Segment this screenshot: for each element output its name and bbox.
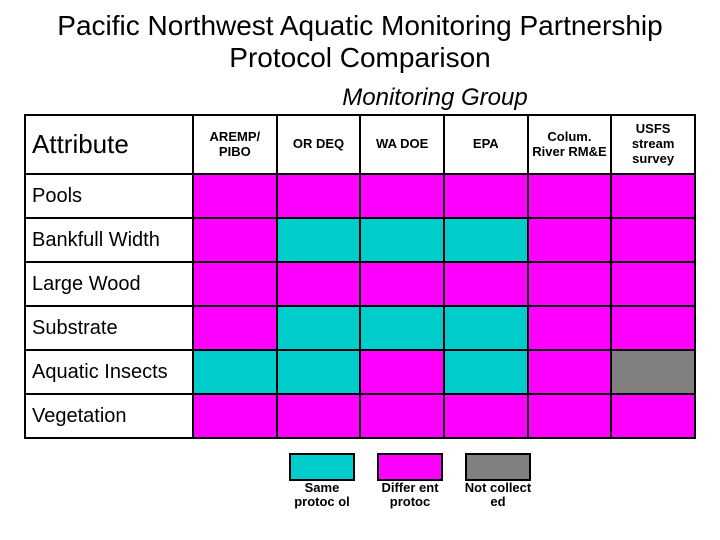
status-cell <box>528 262 612 306</box>
legend: Same protoc ol Differ ent protoc Not col… <box>100 453 720 510</box>
status-cell <box>277 174 361 218</box>
group-header: EPA <box>444 115 528 174</box>
status-cell <box>444 174 528 218</box>
status-cell <box>277 218 361 262</box>
status-cell <box>193 306 277 350</box>
status-cell <box>193 394 277 438</box>
table-body: Pools Bankfull Width Large Wood <box>25 174 695 438</box>
table-row: Bankfull Width <box>25 218 695 262</box>
status-cell <box>277 350 361 394</box>
status-cell <box>611 306 695 350</box>
status-cell <box>360 262 444 306</box>
legend-swatch <box>289 453 355 481</box>
attribute-label: Large Wood <box>25 262 193 306</box>
table-row: Aquatic Insects <box>25 350 695 394</box>
attribute-label: Pools <box>25 174 193 218</box>
status-cell <box>277 262 361 306</box>
legend-item-not-collected: Not collect ed <box>463 453 533 510</box>
status-cell <box>277 394 361 438</box>
attribute-header: Attribute <box>25 115 193 174</box>
status-cell <box>193 350 277 394</box>
table-row: Large Wood <box>25 262 695 306</box>
status-cell <box>611 174 695 218</box>
legend-item-different: Differ ent protoc <box>375 453 445 510</box>
table-header-row: Attribute AREMP/ PIBO OR DEQ WA DOE EPA … <box>25 115 695 174</box>
attribute-label: Aquatic Insects <box>25 350 193 394</box>
status-cell <box>528 218 612 262</box>
status-cell <box>611 394 695 438</box>
status-cell <box>360 174 444 218</box>
status-cell <box>528 394 612 438</box>
status-cell <box>360 394 444 438</box>
table-row: Pools <box>25 174 695 218</box>
status-cell <box>360 218 444 262</box>
status-cell <box>444 218 528 262</box>
comparison-table-wrap: Attribute AREMP/ PIBO OR DEQ WA DOE EPA … <box>0 114 720 439</box>
status-cell <box>611 262 695 306</box>
attribute-label: Vegetation <box>25 394 193 438</box>
group-header: OR DEQ <box>277 115 361 174</box>
group-heading: Monitoring Group <box>150 84 720 112</box>
status-cell <box>611 218 695 262</box>
legend-swatch <box>377 453 443 481</box>
status-cell <box>444 262 528 306</box>
table-row: Vegetation <box>25 394 695 438</box>
table-row: Substrate <box>25 306 695 350</box>
status-cell <box>193 262 277 306</box>
status-cell <box>444 306 528 350</box>
attribute-label: Bankfull Width <box>25 218 193 262</box>
status-cell <box>444 350 528 394</box>
status-cell <box>277 306 361 350</box>
status-cell <box>193 174 277 218</box>
legend-item-same: Same protoc ol <box>287 453 357 510</box>
status-cell <box>528 306 612 350</box>
comparison-table: Attribute AREMP/ PIBO OR DEQ WA DOE EPA … <box>24 114 696 439</box>
legend-swatch <box>465 453 531 481</box>
status-cell <box>193 218 277 262</box>
attribute-label: Substrate <box>25 306 193 350</box>
legend-label: Not collect ed <box>463 481 533 510</box>
status-cell <box>444 394 528 438</box>
status-cell <box>360 350 444 394</box>
legend-label: Differ ent protoc <box>375 481 445 510</box>
status-cell <box>528 174 612 218</box>
status-cell <box>360 306 444 350</box>
legend-label: Same protoc ol <box>287 481 357 510</box>
status-cell <box>528 350 612 394</box>
group-header: Colum. River RM&E <box>528 115 612 174</box>
status-cell <box>611 350 695 394</box>
group-header: WA DOE <box>360 115 444 174</box>
page-title: Pacific Northwest Aquatic Monitoring Par… <box>0 0 720 78</box>
group-header: AREMP/ PIBO <box>193 115 277 174</box>
group-header: USFS stream survey <box>611 115 695 174</box>
